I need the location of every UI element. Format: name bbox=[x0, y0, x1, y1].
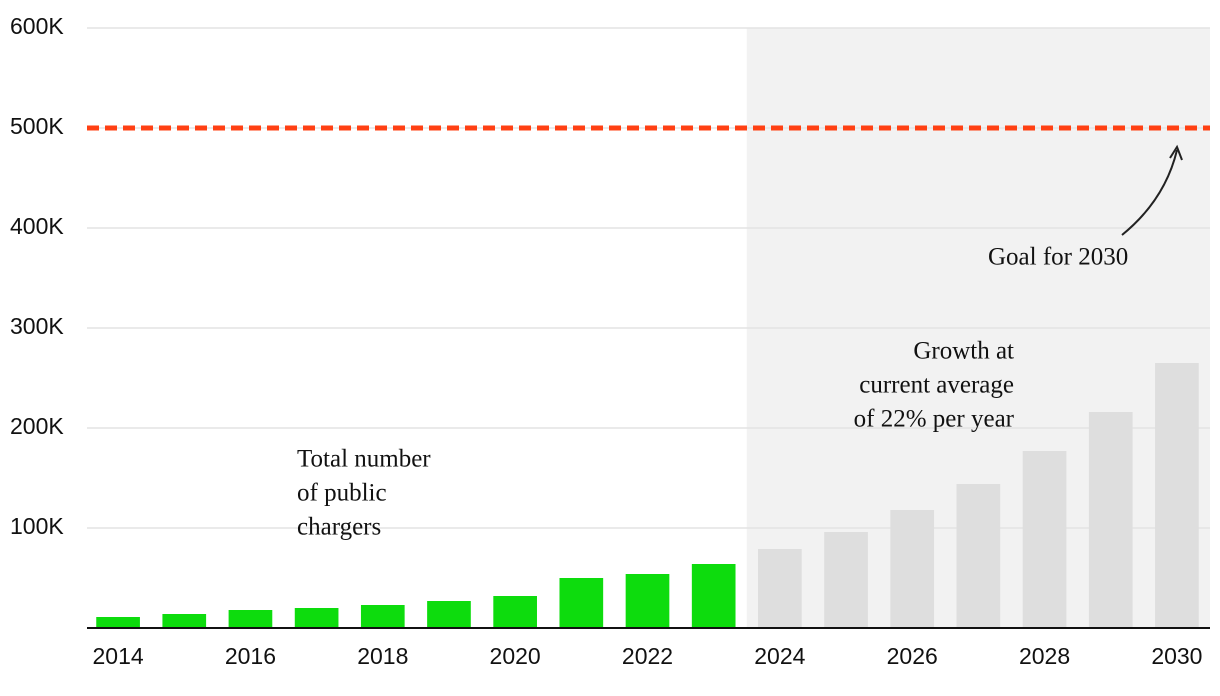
bar bbox=[890, 510, 935, 628]
bar bbox=[824, 532, 868, 628]
annotation: chargers bbox=[297, 514, 381, 541]
bar bbox=[1155, 363, 1199, 628]
annotation: Growth at bbox=[913, 338, 1014, 365]
bar bbox=[559, 578, 604, 628]
bar bbox=[1022, 451, 1067, 628]
x-tick-label: 2022 bbox=[622, 643, 673, 669]
bar bbox=[162, 614, 207, 628]
annotation-arrowhead bbox=[1169, 144, 1183, 161]
bar bbox=[427, 601, 471, 628]
x-tick-label: 2018 bbox=[357, 643, 408, 669]
y-tick-label: 400K bbox=[10, 213, 64, 239]
goal-label: Goal for 2030 bbox=[988, 244, 1128, 271]
bar bbox=[493, 596, 537, 628]
x-tick-label: 2030 bbox=[1151, 643, 1202, 669]
x-tick-label: 2020 bbox=[490, 643, 541, 669]
bar bbox=[228, 610, 273, 628]
annotation: current average bbox=[859, 372, 1014, 399]
x-tick-label: 2026 bbox=[887, 643, 938, 669]
y-tick-label: 100K bbox=[10, 513, 64, 539]
bar bbox=[96, 617, 140, 628]
bar bbox=[625, 574, 670, 628]
annotation: Total number bbox=[297, 446, 431, 473]
bar bbox=[956, 484, 1001, 628]
bar bbox=[1088, 412, 1133, 628]
y-tick-label: 500K bbox=[10, 113, 64, 139]
bar bbox=[360, 605, 405, 628]
annotation: of 22% per year bbox=[854, 406, 1015, 433]
y-tick-label: 300K bbox=[10, 313, 64, 339]
annotation: of public bbox=[297, 480, 387, 507]
x-tick-label: 2024 bbox=[754, 643, 805, 669]
bar bbox=[294, 608, 339, 628]
y-tick-label: 200K bbox=[10, 413, 64, 439]
bar bbox=[691, 564, 736, 628]
y-tick-label: 600K bbox=[10, 13, 64, 39]
bar bbox=[758, 549, 802, 628]
x-tick-label: 2028 bbox=[1019, 643, 1070, 669]
x-tick-label: 2014 bbox=[93, 643, 144, 669]
x-tick-label: 2016 bbox=[225, 643, 276, 669]
annotation-arrow bbox=[1121, 149, 1178, 236]
